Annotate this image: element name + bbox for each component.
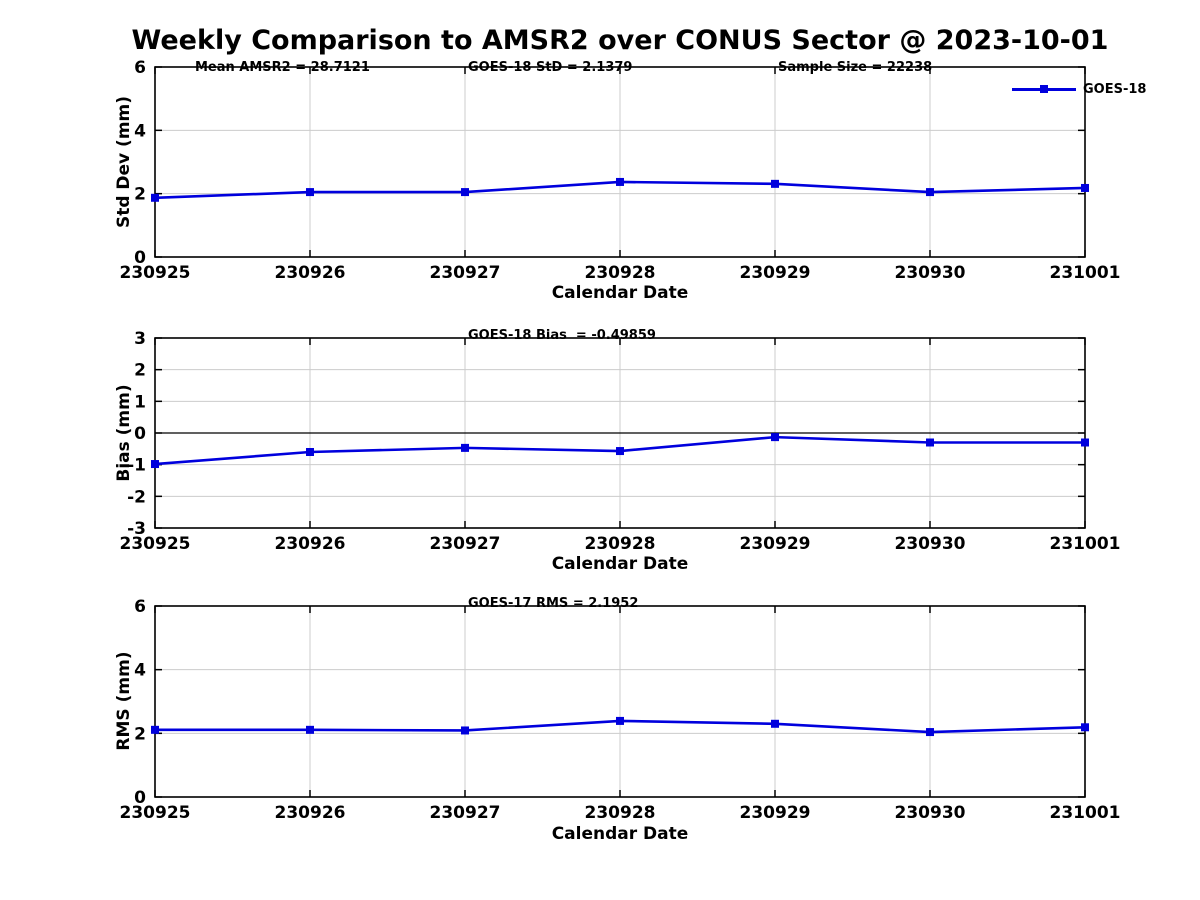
y-tick-label: 2 [134,724,146,744]
data-marker [151,460,159,469]
annotation-goes18-std: GOES-18 StD = 2.1379 [468,60,633,75]
subplot-rms: 230925 230926 230927 230928 230929 230930 2310… [120,597,1121,823]
data-marker [771,179,779,188]
data-marker [771,433,779,442]
data-marker [306,188,314,197]
data-marker [1081,438,1089,447]
data-marker [461,188,469,197]
y-tick-label: -2 [127,487,146,507]
subplot-std-dev: 230925 230926 230927 230928 230929 230930 2310… [120,58,1121,283]
data-marker [616,447,624,456]
data-marker [616,716,624,725]
x-tick-label: 230925 [120,534,191,554]
subplot-bias-title: GOES-18 Bias = -0.49859 [468,328,656,343]
y-axis-label-rms: RMS (mm) [114,651,134,751]
data-marker [461,443,469,452]
y-tick-label: -3 [127,519,146,539]
x-tick-label: 230925 [120,263,191,283]
x-tick-label: 230928 [585,534,656,554]
x-tick-label: 230929 [740,263,811,283]
figure-title: Weekly Comparison to AMSR2 over CONUS Se… [131,25,1109,56]
data-marker [306,448,314,456]
legend-square-marker-icon [1040,85,1048,93]
subplot-rms-title: GOES-17 RMS = 2.1952 [468,596,639,611]
x-tick-label: 230926 [275,263,346,283]
x-tick-label: 230930 [895,534,966,554]
x-tick-label: 230930 [895,803,966,823]
x-tick-label: 230925 [120,803,191,823]
y-tick-label: 6 [134,58,146,78]
x-tick-label: 231001 [1050,534,1121,554]
x-tick-label: 230929 [740,803,811,823]
subplot-bias: 230925 230926 230927 230928 230929 230930 2310… [120,329,1121,554]
data-marker [461,726,469,735]
annotation-sample-size: Sample Size = 22238 [778,60,933,75]
x-tick-label: 230926 [275,803,346,823]
data-marker [1081,183,1089,192]
y-tick-label: 4 [134,661,146,681]
y-tick-label: 0 [134,248,146,268]
y-tick-label: 6 [134,597,146,617]
data-marker [151,725,159,734]
x-tick-label: 231001 [1050,263,1121,283]
y-tick-label: 4 [134,121,146,141]
x-axis-label-2: Calendar Date [551,554,689,574]
x-tick-label: 230930 [895,263,966,283]
x-tick-label: 230927 [430,803,501,823]
y-tick-label: -1 [127,456,146,476]
data-marker [771,719,779,728]
data-marker [1081,723,1089,732]
y-tick-label: 0 [134,788,146,808]
y-axis-label-bias: Bias (mm) [114,384,134,482]
legend: GOES-18 [1012,80,1146,98]
data-marker [926,728,934,737]
y-axis-label-std-dev: Std Dev (mm) [114,95,134,229]
x-axis-label-1: Calendar Date [551,283,689,303]
legend-label: GOES-18 [1083,81,1147,97]
x-axis-label-3: Calendar Date [551,824,689,844]
x-tick-label: 231001 [1050,803,1121,823]
x-tick-label: 230927 [430,534,501,554]
x-tick-label: 230927 [430,263,501,283]
x-tick-label: 230926 [275,534,346,554]
y-tick-label: 0 [134,424,146,444]
y-tick-label: 2 [134,185,146,205]
x-tick-label: 230928 [585,263,656,283]
y-tick-label: 1 [134,392,146,412]
data-marker [151,193,159,202]
y-tick-label: 2 [134,361,146,381]
y-tick-label: 3 [134,329,146,349]
data-marker [926,438,934,447]
data-marker [306,725,314,734]
data-marker [616,177,624,186]
annotation-mean-amsr2: Mean AMSR2 = 28.7121 [195,60,370,75]
x-tick-label: 230928 [585,803,656,823]
data-marker [926,188,934,197]
x-tick-label: 230929 [740,534,811,554]
legend-line-sample [1012,85,1076,93]
